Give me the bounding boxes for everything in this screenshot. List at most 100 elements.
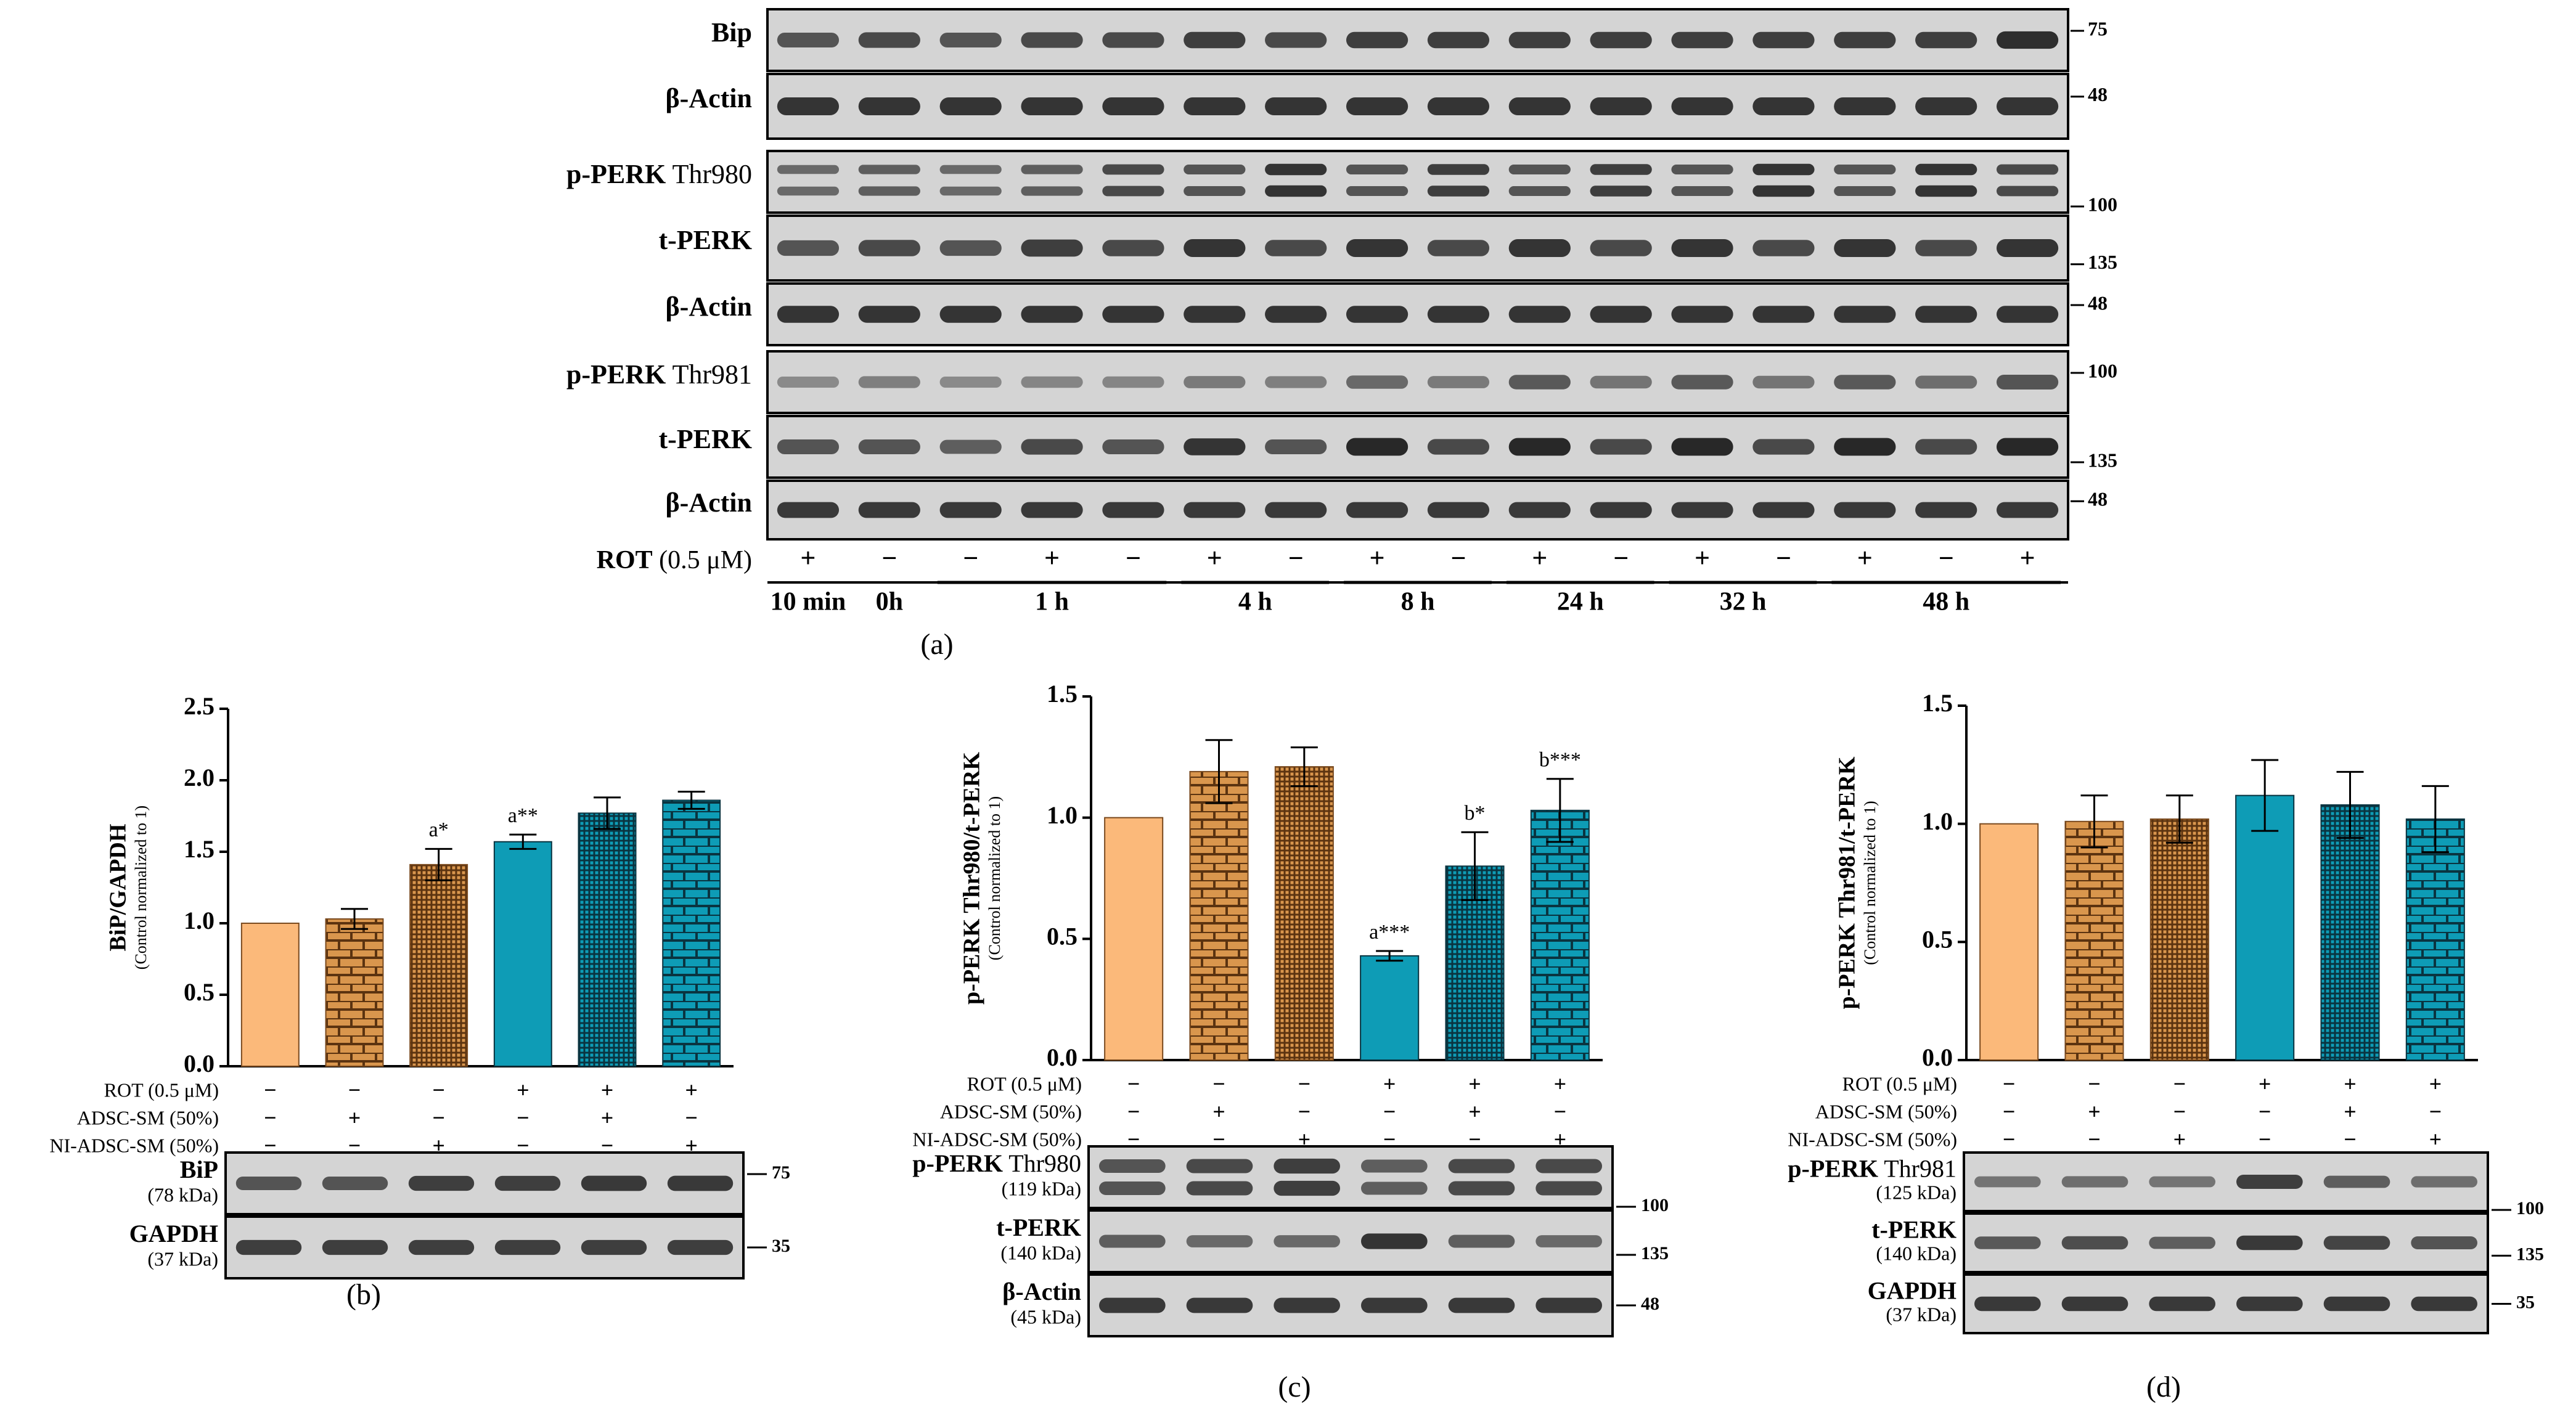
blot-band: [1184, 502, 1246, 518]
treatment-sign: −: [2259, 1127, 2271, 1151]
lane-sign: +: [1532, 543, 1547, 573]
blot-band: [1915, 163, 1977, 176]
blot-band: [1021, 165, 1083, 174]
blot-band: [1102, 186, 1164, 197]
blot-label-a-0: Bip: [711, 17, 752, 47]
blot-label-a-3: t-PERK: [658, 225, 752, 255]
blot-band: [1427, 502, 1490, 518]
blot-band: [322, 1177, 388, 1190]
blot-kda-label: (78 kDa): [147, 1183, 218, 1206]
y-axis-label: p-PERK Thr981/t-PERK: [1834, 756, 1860, 1009]
blot-kda-label: (37 kDa): [147, 1247, 218, 1270]
blot-band: [2061, 1176, 2128, 1188]
blot-band: [1974, 1236, 2041, 1249]
lane-sign: −: [1288, 543, 1304, 573]
blot-band: [408, 1239, 475, 1255]
blot-band: [2236, 1175, 2303, 1189]
y-tick-label: 0.0: [184, 1050, 215, 1077]
blot-label: p-PERK Thr981: [1788, 1155, 1957, 1183]
marker-label: 48: [2088, 292, 2108, 314]
blot-band: [1021, 306, 1083, 323]
blot-band: [1671, 165, 1733, 174]
blot-band: [1102, 439, 1164, 454]
blot-band: [1186, 1297, 1253, 1313]
lane-sign: −: [1613, 543, 1629, 573]
blot-band: [1274, 1297, 1340, 1313]
lane-sign: −: [1776, 543, 1791, 573]
blot-band: [2236, 1296, 2303, 1312]
marker-label: 100: [2516, 1198, 2544, 1218]
marker-label: 48: [1641, 1294, 1659, 1314]
blot-band: [1274, 1180, 1340, 1196]
blot-band: [1996, 502, 2059, 518]
lane-sign: −: [1126, 543, 1141, 573]
blot-band: [1099, 1159, 1166, 1173]
blot-frame: [1963, 1151, 2489, 1212]
blot-label: t-PERK: [1871, 1216, 1957, 1244]
blot-band: [1508, 31, 1571, 49]
blot-band: [939, 377, 1002, 388]
lane-sign: +: [1044, 543, 1060, 573]
blot-band: [2149, 1236, 2215, 1249]
blot-band: [1590, 502, 1652, 518]
bar: [493, 841, 552, 1067]
blot-band: [1508, 97, 1571, 115]
blot-band: [1265, 185, 1327, 197]
blot-band: [1427, 97, 1490, 115]
bar: [240, 923, 300, 1067]
blot-band: [1427, 376, 1490, 388]
blot-band: [858, 439, 920, 454]
blot-band: [1184, 239, 1246, 257]
y-tick-label: 0.5: [1047, 923, 1077, 950]
blot-band: [1265, 240, 1327, 256]
y-tick-label: 1.5: [184, 835, 215, 863]
blot-band: [2411, 1236, 2477, 1249]
treatment-sign: +: [1383, 1071, 1396, 1096]
significance-label: a***: [1369, 921, 1410, 944]
blot-band: [1346, 186, 1409, 196]
blot-band: [1099, 1181, 1166, 1195]
y-tick-label: 1.0: [1922, 807, 1953, 835]
blot-band: [1535, 1181, 1602, 1196]
lane-sign: +: [1207, 543, 1222, 573]
bar: [2149, 818, 2209, 1061]
blot-band: [1361, 1181, 1428, 1195]
blot-band: [1427, 240, 1490, 256]
treatment-sign: +: [601, 1105, 614, 1130]
blot-band: [777, 186, 840, 196]
treatment-sign: +: [1468, 1071, 1481, 1096]
blot-band: [1590, 240, 1652, 256]
blot-band: [1996, 186, 2059, 197]
timepoint-label: 4 h: [1238, 588, 1272, 616]
treatment-sign: +: [348, 1105, 361, 1130]
blot-band: [1590, 31, 1652, 49]
blot-band: [1186, 1181, 1253, 1196]
treatment-sign: +: [2173, 1127, 2186, 1151]
y-tick-label: 0.5: [184, 978, 215, 1006]
y-tick-label: 0.5: [1922, 926, 1953, 953]
blot-band: [1535, 1297, 1602, 1313]
marker-label: 100: [1641, 1195, 1669, 1215]
blot-band: [1996, 31, 2059, 49]
blot-band: [1752, 31, 1815, 49]
blot-band: [1102, 97, 1164, 115]
blot-band: [939, 439, 1002, 454]
y-tick-label: 1.5: [1047, 680, 1077, 708]
blot-band: [667, 1239, 734, 1255]
blot-band: [1590, 306, 1652, 323]
blot-band: [1102, 32, 1164, 48]
blot-kda-label: (37 kDa): [1886, 1304, 1957, 1326]
blot-band: [1508, 502, 1571, 518]
blot-band: [858, 32, 920, 48]
blot-label-a-4: β-Actin: [666, 292, 753, 322]
blot-band: [1346, 306, 1409, 323]
blot-band: [1102, 164, 1164, 175]
blot-band: [1346, 31, 1409, 49]
blot-band: [858, 306, 920, 323]
blot-band: [1346, 438, 1409, 456]
blot-band: [1671, 438, 1733, 456]
treatment-sign: +: [1468, 1099, 1481, 1124]
blot-band: [1915, 439, 1977, 455]
timepoint-label: 32 h: [1720, 588, 1767, 616]
blot-band: [1590, 186, 1652, 197]
